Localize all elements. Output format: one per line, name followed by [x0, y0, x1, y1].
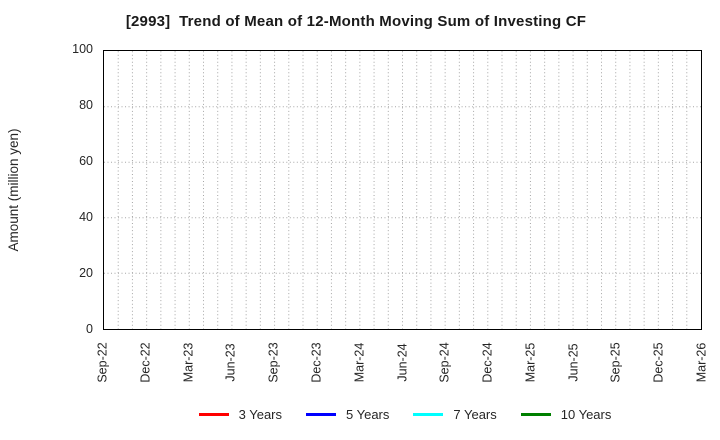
chart-title: [2993] Trend of Mean of 12-Month Moving …: [125, 13, 587, 30]
legend-item: 10 Years: [520, 406, 612, 422]
legend-line-swatch: [198, 412, 229, 416]
x-tick-label: Jun-23: [223, 343, 238, 382]
x-tick-label: Mar-26: [694, 342, 709, 383]
legend-label: 5 Years: [346, 406, 390, 422]
legend-item: 5 Years: [306, 407, 389, 422]
legend-label: 10 Years: [560, 406, 612, 422]
legend-line-swatch: [413, 412, 444, 416]
x-tick-label: Sep-23: [266, 342, 281, 383]
y-tick-label: 60: [79, 154, 93, 168]
x-tick-label: Mar-23: [181, 342, 196, 383]
x-tick-label: Dec-25: [651, 342, 666, 383]
legend-item: 7 Years: [413, 406, 497, 422]
plot-area: [103, 50, 702, 330]
x-tick-label: Jun-24: [395, 343, 409, 382]
legend-item: 3 Years: [198, 406, 282, 422]
legend: 3 Years 5 Years 7 Years 10 Years: [45, 401, 720, 427]
y-tick-label: 0: [86, 322, 93, 336]
y-tick-label: 20: [79, 266, 93, 280]
y-axis-label: Amount (million yen): [6, 128, 21, 252]
x-tick-label: Mar-24: [352, 342, 367, 383]
legend-label: 7 Years: [453, 406, 497, 422]
x-tick-label: Sep-24: [437, 342, 452, 383]
legend-line-swatch: [306, 412, 336, 416]
x-tick-label: Dec-24: [480, 342, 495, 383]
x-tick-label: Sep-22: [95, 342, 110, 383]
x-tick-label: Mar-25: [523, 342, 538, 383]
x-tick-label: Sep-25: [608, 342, 623, 383]
y-tick-label: 100: [72, 42, 93, 56]
legend-label: 3 Years: [238, 406, 282, 422]
x-tick-label: Jun-25: [566, 343, 581, 382]
legend-line-swatch: [520, 412, 551, 416]
x-tick-label: Dec-23: [309, 342, 324, 383]
y-tick-label: 40: [79, 210, 93, 224]
x-tick-label: Dec-22: [138, 342, 153, 383]
grid: [104, 51, 701, 329]
y-tick-label: 80: [79, 98, 93, 112]
